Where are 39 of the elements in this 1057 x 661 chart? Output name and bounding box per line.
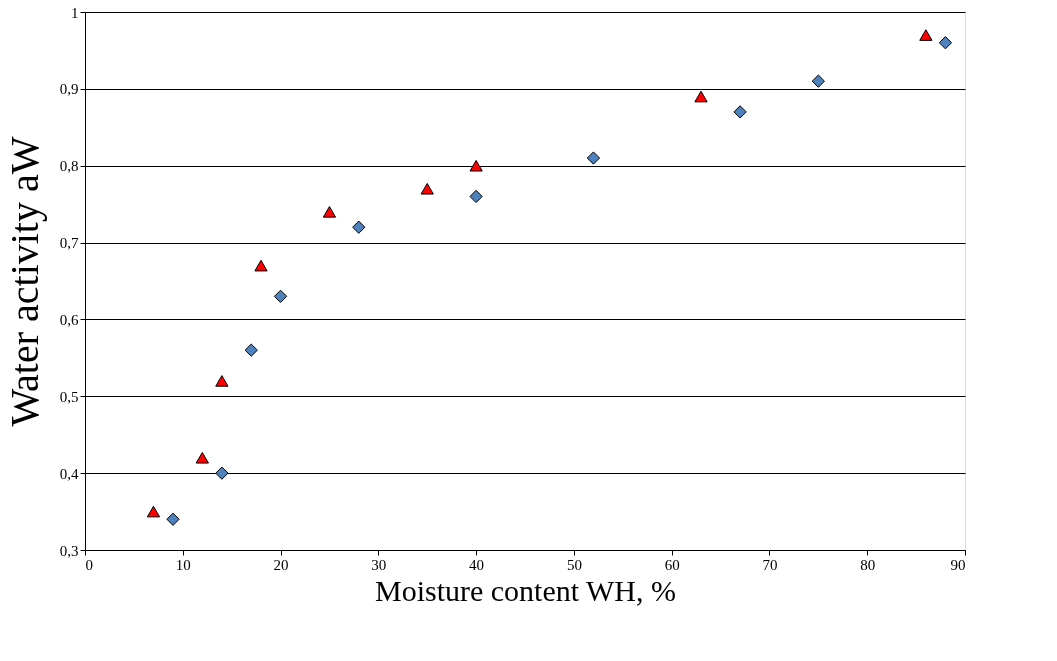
point [469,159,483,172]
y-tick-label: 0,6 [59,311,79,328]
point [215,466,229,480]
x-tick-label: 20 [273,556,289,573]
x-axis-title: Moisture content WH, % [374,573,677,607]
x-tick-label: 50 [566,556,582,573]
point [733,105,747,119]
x-tick-label: 90 [950,556,966,573]
y-tick-label: 0,9 [59,81,79,98]
point [420,182,434,195]
point [811,74,825,88]
y-tick-label: 0,5 [59,388,79,405]
x-tick-label: 40 [469,556,485,573]
point [586,151,601,165]
point [273,289,288,303]
point [215,375,229,387]
x-tick-label: 80 [860,556,876,573]
y-tick-label: 0,7 [59,235,79,252]
point [244,343,258,357]
point [469,189,483,204]
point [254,259,268,272]
y-axis-title: Water activity aW [1,136,47,427]
y-tick-label: 1 [71,4,79,21]
y-tick-label: 0,3 [59,542,79,559]
point [694,90,708,103]
x-tick-label: 30 [371,556,387,573]
point [352,220,366,234]
x-tick-label: 10 [175,556,191,573]
point [166,512,180,526]
point [146,505,161,518]
y-tick-label: 0,4 [59,465,79,482]
x-tick-label: 0 [85,556,93,573]
point [919,29,933,41]
point [195,451,209,464]
point [322,206,337,218]
point [938,36,953,50]
y-tick-label: 0,8 [59,158,79,175]
x-tick-label: 60 [664,556,680,573]
x-tick-label: 70 [762,556,778,573]
